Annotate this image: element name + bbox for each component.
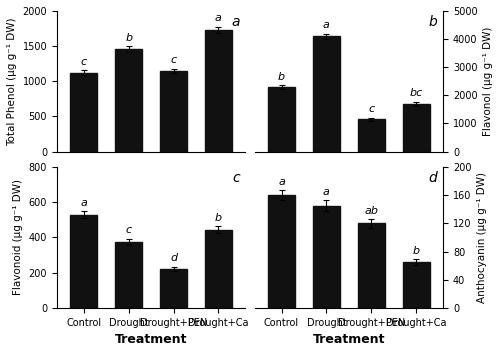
Bar <box>115 49 142 151</box>
Text: c: c <box>126 225 132 235</box>
Bar <box>115 242 142 308</box>
X-axis label: Treatment: Treatment <box>115 333 188 346</box>
Bar <box>205 229 232 308</box>
Bar <box>268 195 295 308</box>
Text: c: c <box>368 104 374 114</box>
Text: bc: bc <box>410 88 423 98</box>
Bar <box>205 30 232 151</box>
Bar <box>403 262 429 308</box>
Text: d: d <box>428 171 438 185</box>
Text: d: d <box>170 253 177 263</box>
Text: a: a <box>80 198 87 208</box>
Y-axis label: Total Phenol (μg g⁻¹ DW): Total Phenol (μg g⁻¹ DW) <box>7 17 17 145</box>
Bar <box>313 206 340 308</box>
Text: a: a <box>215 13 222 23</box>
Text: a: a <box>323 187 330 197</box>
Y-axis label: Flavonol (μg g⁻¹ DW): Flavonol (μg g⁻¹ DW) <box>483 26 493 136</box>
Bar <box>160 71 187 151</box>
Text: a: a <box>323 20 330 30</box>
Text: c: c <box>170 55 176 65</box>
Bar <box>313 36 340 151</box>
Bar <box>403 104 429 151</box>
Text: b: b <box>278 72 285 82</box>
Bar <box>70 215 97 308</box>
Text: c: c <box>232 171 239 185</box>
Text: b: b <box>412 246 420 256</box>
Bar <box>268 87 295 151</box>
Text: ab: ab <box>364 206 378 216</box>
Text: b: b <box>215 213 222 222</box>
Text: b: b <box>125 32 132 43</box>
Text: a: a <box>231 15 239 29</box>
X-axis label: Treatment: Treatment <box>312 333 385 346</box>
Bar <box>358 223 385 308</box>
Y-axis label: Anthocyanin (μg g⁻¹ DW): Anthocyanin (μg g⁻¹ DW) <box>477 172 487 303</box>
Bar <box>160 269 187 308</box>
Bar <box>358 119 385 151</box>
Bar <box>70 73 97 151</box>
Text: a: a <box>278 177 285 187</box>
Y-axis label: Flavonoid (μg g⁻¹ DW): Flavonoid (μg g⁻¹ DW) <box>13 179 23 295</box>
Text: c: c <box>80 57 87 67</box>
Text: b: b <box>428 15 438 29</box>
